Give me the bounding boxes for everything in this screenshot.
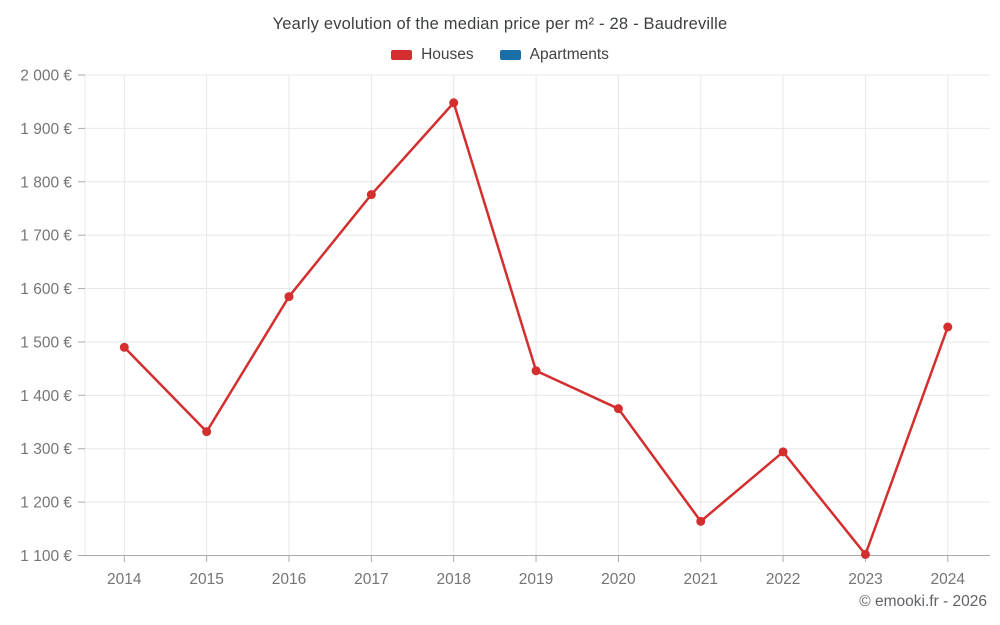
data-point-houses[interactable] [778, 447, 788, 457]
legend: Houses Apartments [0, 46, 1000, 64]
legend-item-houses[interactable]: Houses [391, 46, 474, 64]
data-point-houses[interactable] [531, 366, 541, 376]
x-axis-label: 2022 [766, 571, 800, 588]
data-point-houses[interactable] [860, 549, 870, 559]
y-axis-label: 1 700 € [20, 228, 72, 245]
data-point-houses[interactable] [366, 190, 376, 200]
x-axis-label: 2024 [931, 571, 966, 588]
x-axis-label: 2021 [684, 571, 718, 588]
x-axis-label: 2023 [848, 571, 882, 588]
data-point-houses[interactable] [284, 292, 294, 302]
x-axis-label: 2019 [519, 571, 553, 588]
chart-title: Yearly evolution of the median price per… [272, 15, 728, 33]
legend-item-apartments[interactable]: Apartments [499, 46, 609, 64]
x-axis-label: 2016 [272, 571, 306, 588]
data-point-houses[interactable] [119, 342, 129, 352]
data-point-houses[interactable] [943, 322, 953, 332]
x-axis-label: 2020 [601, 571, 636, 588]
x-axis-label: 2014 [107, 571, 142, 588]
apartments-swatch-icon [499, 50, 521, 60]
data-point-houses[interactable] [202, 427, 212, 437]
y-axis-label: 1 900 € [20, 121, 72, 138]
x-axis-label: 2017 [354, 571, 388, 588]
legend-label-apartments: Apartments [529, 46, 609, 63]
y-axis-label: 2 000 € [20, 68, 72, 85]
y-axis-label: 1 800 € [20, 174, 72, 191]
y-axis-label: 1 600 € [20, 281, 72, 298]
y-axis-label: 1 500 € [20, 334, 72, 351]
y-axis-label: 1 300 € [20, 441, 72, 458]
y-axis-label: 1 100 € [20, 548, 72, 565]
data-point-houses[interactable] [449, 98, 459, 108]
y-axis-label: 1 400 € [20, 388, 72, 405]
x-axis-label: 2018 [436, 571, 470, 588]
data-point-houses[interactable] [696, 516, 706, 526]
credit-text: © emooki.fr - 2026 [859, 593, 987, 610]
data-point-houses[interactable] [613, 404, 623, 414]
y-axis-label: 1 200 € [20, 495, 72, 512]
houses-swatch-icon [391, 50, 413, 60]
x-axis-label: 2015 [189, 571, 223, 588]
legend-label-houses: Houses [421, 46, 474, 63]
